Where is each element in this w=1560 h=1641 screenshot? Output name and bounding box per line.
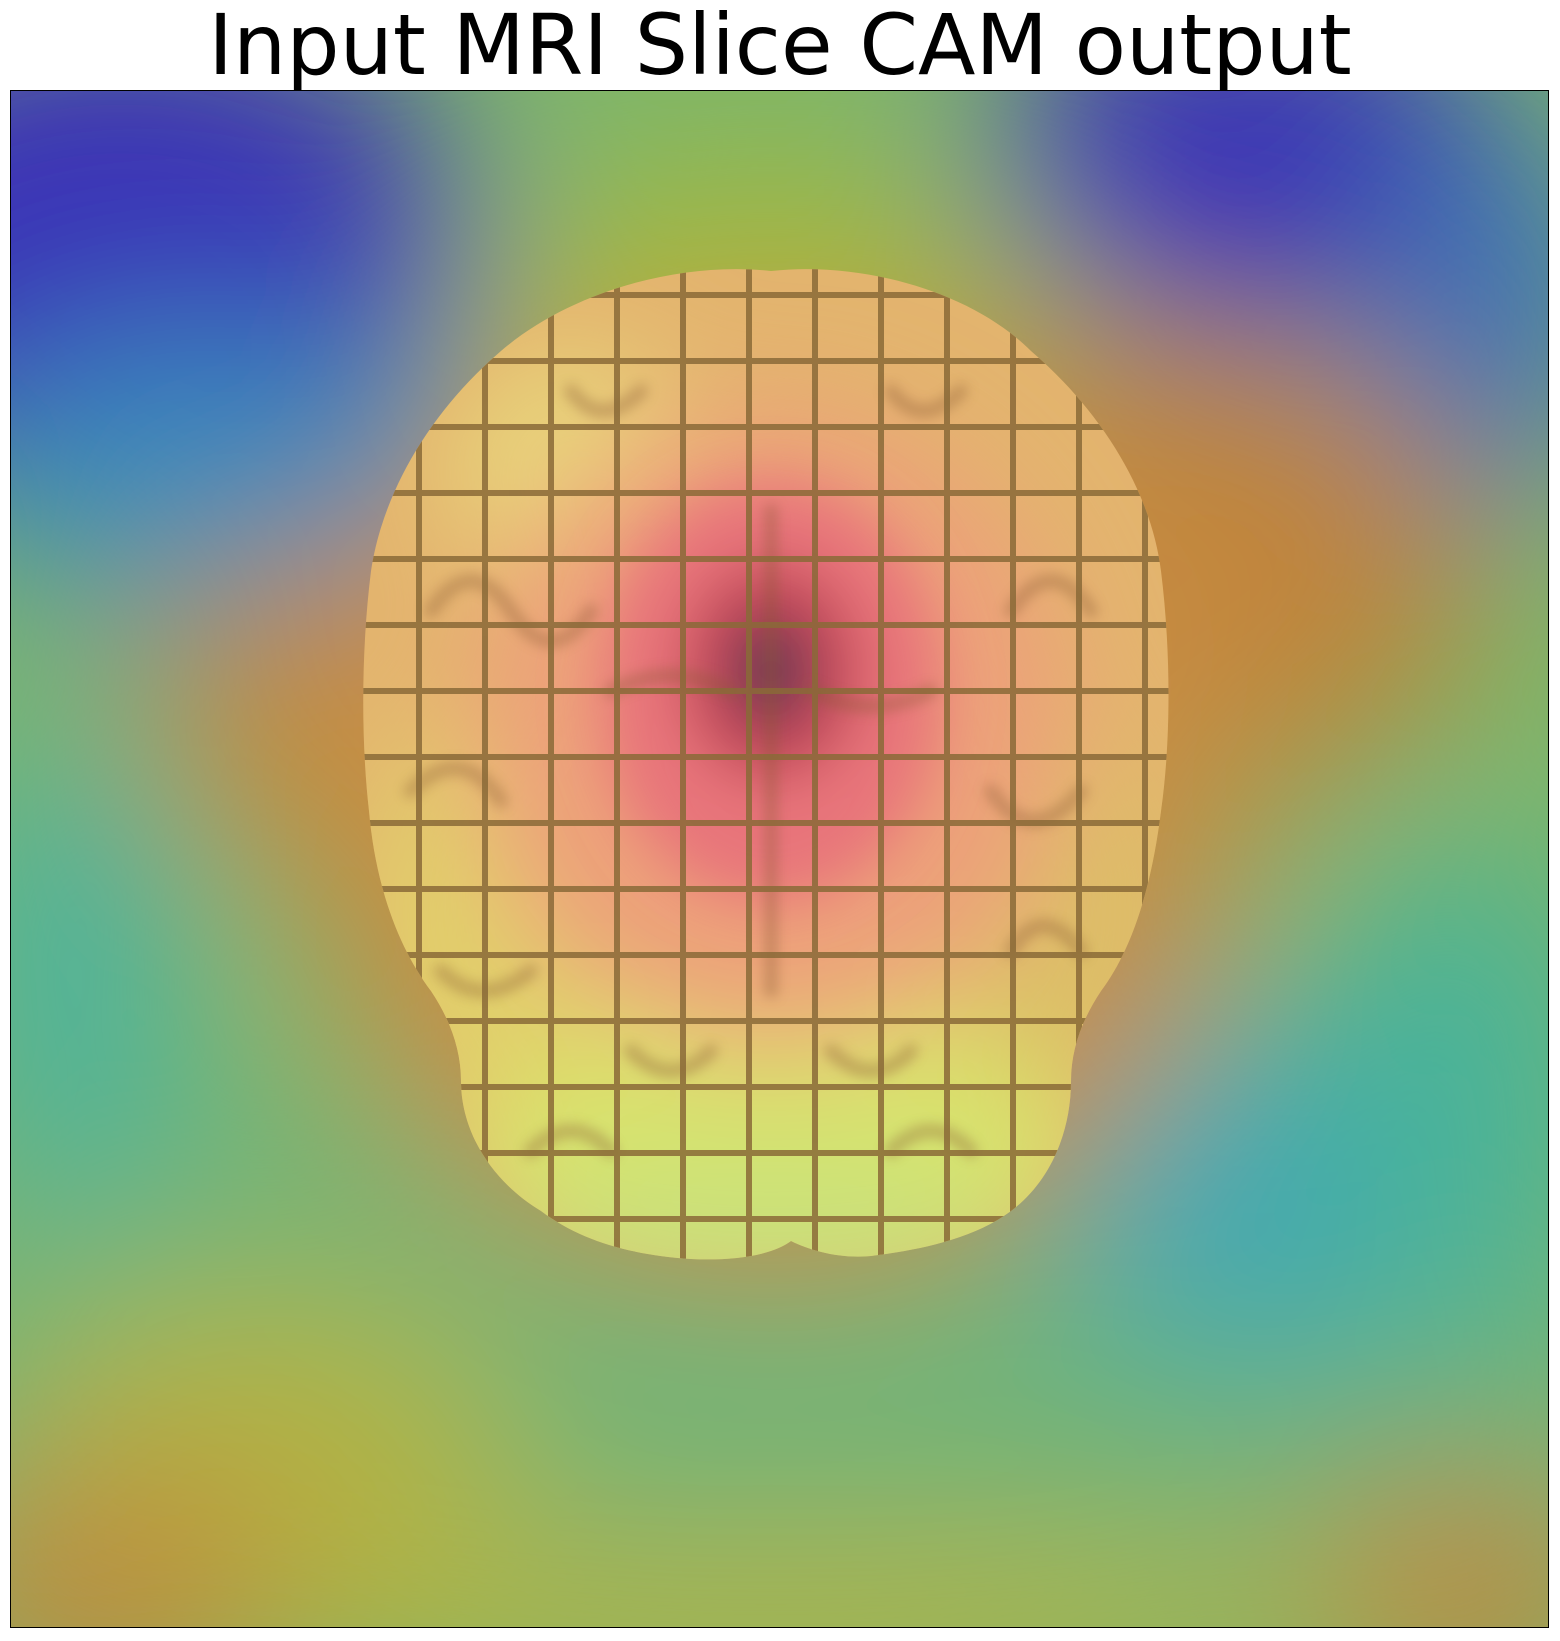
brain-slice [363,269,1169,1260]
figure-title: Input MRI Slice CAM output [208,0,1352,94]
grid-overlay [363,269,1169,1260]
cam-overlay-image [11,91,1548,1627]
cam-image-frame [10,90,1549,1628]
